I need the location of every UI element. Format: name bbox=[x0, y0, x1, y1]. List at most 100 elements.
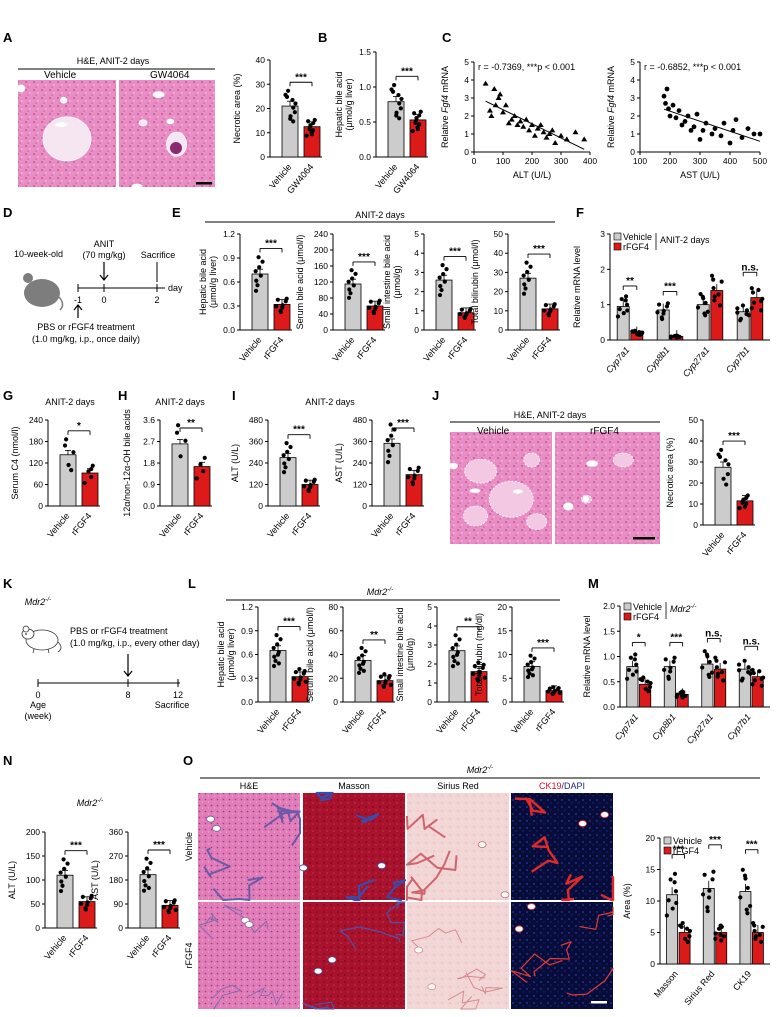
panel-label-o: O bbox=[183, 753, 194, 768]
y-tick-label-j: 50 bbox=[689, 415, 699, 425]
dot-n2-1 bbox=[166, 908, 171, 914]
dot-o-1-1 bbox=[721, 934, 727, 939]
bar-e3-0 bbox=[435, 279, 453, 331]
micrograph-label-vehicle-a: Vehicle bbox=[44, 70, 77, 81]
dot-l2-0 bbox=[363, 649, 368, 654]
dot-e1-0 bbox=[254, 278, 259, 283]
dot-i1-0 bbox=[286, 456, 291, 462]
fibrosis-o-masson-rf bbox=[302, 901, 406, 1010]
dot-e2-0 bbox=[346, 279, 351, 284]
x-tick-label-i2-0: Vehicle bbox=[369, 511, 395, 540]
scatter-point-c-right bbox=[679, 122, 685, 128]
dot-l2-1 bbox=[386, 675, 391, 681]
y-tick-label-f: 1 bbox=[600, 300, 605, 310]
d-dose-label: (70 mg/kg) bbox=[82, 250, 125, 260]
x-tick-label-o-0: Masson bbox=[652, 969, 680, 1000]
y-axis-label-a: Necrotic area (%) bbox=[232, 73, 242, 143]
vessel-o-masson-veh bbox=[298, 864, 308, 872]
y-tick-label-l3: 0 bbox=[427, 697, 432, 707]
dot-f-2-0 bbox=[700, 294, 705, 299]
y-tick-label-l2: 0 bbox=[333, 697, 338, 707]
dot-n1-1 bbox=[80, 894, 85, 899]
dot-l3-0 bbox=[453, 633, 458, 638]
dot-n2-0 bbox=[146, 885, 151, 891]
sig-label-m-0: * bbox=[637, 632, 641, 643]
dot-l1-0 bbox=[271, 663, 277, 669]
dot-l4-1 bbox=[547, 686, 552, 691]
bar-h-0 bbox=[171, 443, 189, 507]
dot-f-2-1 bbox=[712, 298, 717, 303]
dot-n1-0 bbox=[58, 870, 63, 875]
lesion-a-gw4064-1 bbox=[138, 119, 148, 127]
sig-label-e1: *** bbox=[265, 238, 277, 249]
legend-swatch-m-0 bbox=[623, 602, 632, 611]
fibrosis-o-he-veh bbox=[203, 802, 301, 901]
dot-n1-1 bbox=[83, 906, 88, 911]
dot-l4-0 bbox=[526, 668, 531, 673]
dot-l1-0 bbox=[271, 645, 276, 651]
y-tick-label-c-left: 4 bbox=[464, 75, 469, 85]
dot-m-0-1 bbox=[647, 684, 653, 690]
dot-m-0-0 bbox=[626, 667, 632, 672]
dot-l1-0 bbox=[273, 658, 278, 663]
y-tick-label-h: 0.9 bbox=[143, 480, 155, 490]
x-tick-label-i2-1: rFGF4 bbox=[393, 511, 417, 537]
dot-h-1 bbox=[198, 462, 203, 467]
y-axis-label-e3: (μmol/g) bbox=[392, 265, 402, 298]
dot-o-2-0 bbox=[740, 867, 745, 872]
dot-o-2-0 bbox=[738, 895, 743, 900]
dot-o-0-0 bbox=[674, 900, 679, 906]
dot-l2-0 bbox=[358, 666, 363, 671]
dot-n1-0 bbox=[62, 866, 67, 871]
vessel-o-masson-rf bbox=[327, 956, 337, 964]
y-tick-label-l1: 0.0 bbox=[241, 697, 253, 707]
y-tick-label-n1: 100 bbox=[26, 875, 40, 885]
panel-label-e: E bbox=[172, 205, 181, 220]
regression-line-c-right bbox=[663, 108, 761, 142]
dot-n1-0 bbox=[63, 874, 68, 879]
y-tick-label-l2: 80 bbox=[329, 602, 339, 612]
sig-label-f-1: *** bbox=[664, 281, 676, 292]
dot-l2-0 bbox=[356, 656, 361, 661]
o-row-label-1: rFGF4 bbox=[184, 943, 194, 969]
dot-l1-1 bbox=[296, 680, 301, 686]
vessel-o-he-veh bbox=[206, 815, 215, 823]
dot-n1-1 bbox=[88, 896, 93, 901]
dot-f-3-0 bbox=[738, 316, 744, 321]
y-tick-label-c-right: 2 bbox=[630, 111, 635, 121]
dot-o-0-0 bbox=[666, 898, 671, 903]
dot-e1-1 bbox=[283, 299, 288, 304]
y-tick-label-c-right: 5 bbox=[630, 57, 635, 67]
dot-f-2-1 bbox=[711, 277, 716, 282]
dot-m-3-1 bbox=[750, 682, 755, 687]
d-mouse-tail bbox=[57, 295, 64, 311]
stat-label-c-left: r = -0.7369, ***p < 0.001 bbox=[478, 62, 575, 72]
x-tick-label-h-0: Vehicle bbox=[157, 511, 183, 540]
dot-o-1-0 bbox=[705, 908, 710, 914]
panel-a-title: H&E, ANIT-2 days bbox=[77, 56, 150, 66]
lesion-a-vehicle-0 bbox=[42, 116, 92, 162]
k-timeline-label-1: 8 bbox=[125, 690, 130, 700]
d-timeline-label-0: -1 bbox=[74, 295, 82, 305]
f-title: ANIT-2 days bbox=[660, 235, 710, 245]
dot-l3-0 bbox=[454, 642, 459, 647]
dot-m-2-1 bbox=[714, 658, 719, 663]
y-axis-label-i2: AST (U/L) bbox=[334, 443, 344, 483]
dot-l2-0 bbox=[361, 668, 366, 673]
dot-n1-0 bbox=[58, 888, 64, 894]
sig-label-j: *** bbox=[728, 431, 740, 442]
dot-m-3-0 bbox=[736, 668, 742, 673]
bar-o-1-0 bbox=[702, 888, 715, 965]
vessel-o-ck19-rf bbox=[514, 925, 524, 933]
scatter-point-c-right bbox=[745, 126, 751, 131]
d-day-label: day bbox=[168, 283, 183, 293]
dot-m-2-1 bbox=[714, 665, 719, 670]
x-tick-label-j-0: Vehicle bbox=[700, 530, 726, 559]
scatter-point-c-left bbox=[502, 102, 509, 108]
scatter-point-c-left bbox=[581, 136, 588, 142]
dot-l4-0 bbox=[532, 656, 537, 661]
dot-i1-0 bbox=[282, 461, 287, 466]
sig-label-o-0: *** bbox=[672, 845, 684, 856]
scatter-point-c-right bbox=[709, 131, 715, 137]
x-tick-label-l2-1: rFGF4 bbox=[364, 707, 388, 733]
